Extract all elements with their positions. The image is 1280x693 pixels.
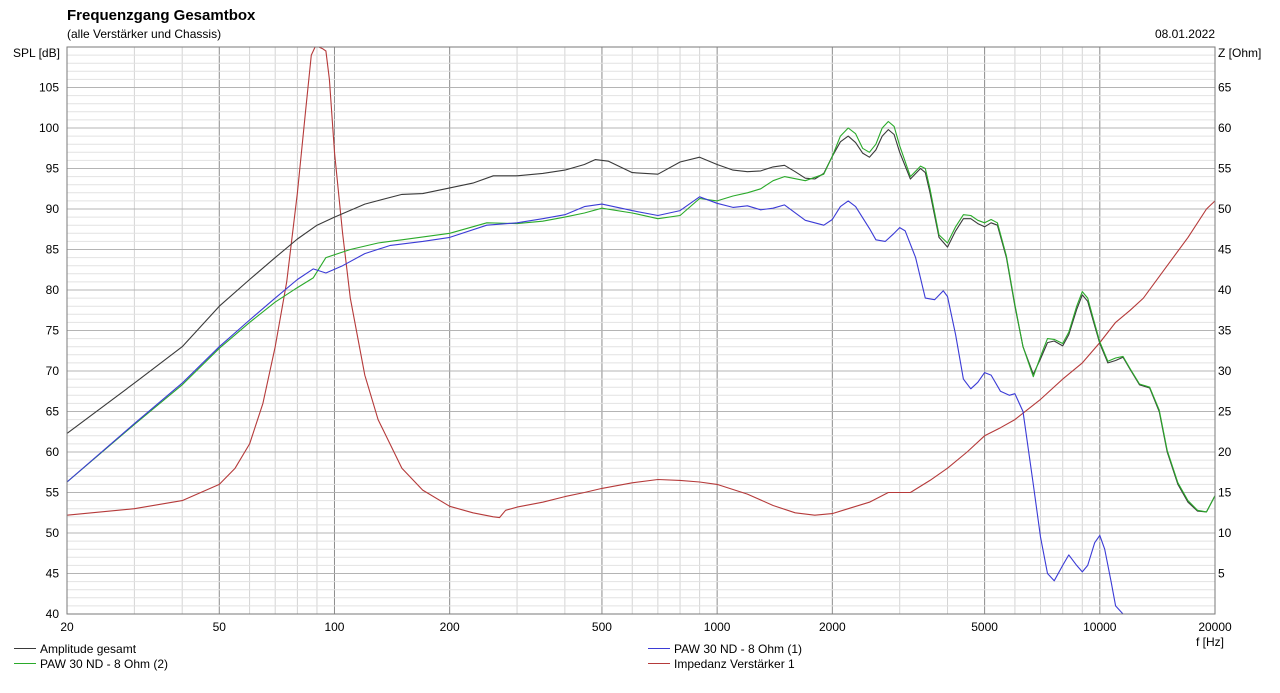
y-tick-label: 95 (46, 162, 60, 176)
legend-label: PAW 30 ND - 8 Ohm (1) (674, 642, 803, 656)
legend-label: Impedanz Verstärker 1 (674, 657, 795, 671)
y-tick-label: 80 (46, 283, 60, 297)
y2-tick-label: 55 (1218, 162, 1232, 176)
legend-swatch (648, 663, 670, 665)
y2-tick-label: 40 (1218, 283, 1232, 297)
x-tick-label: 1000 (704, 620, 731, 634)
x-tick-label: 2000 (819, 620, 846, 634)
legend-item-paw-30-nd-1: PAW 30 ND - 8 Ohm (1) (648, 641, 802, 657)
plot-series (66, 46, 1216, 615)
legend-item-paw-30-nd-2: PAW 30 ND - 8 Ohm (2) (14, 656, 168, 672)
x-tick-label: 200 (440, 620, 460, 634)
y2-tick-label: 20 (1218, 445, 1232, 459)
x-axis-label: f [Hz] (1196, 635, 1225, 649)
y2-tick-label: 35 (1218, 324, 1232, 338)
y-tick-label: 65 (46, 405, 60, 419)
y-tick-label: 90 (46, 202, 60, 216)
y-tick-label: 85 (46, 243, 60, 257)
y2-tick-label: 30 (1218, 364, 1232, 378)
chart-subtitle: (alle Verstärker und Chassis) (67, 27, 222, 41)
y-tick-label: 60 (46, 445, 60, 459)
legend-item-amplitude-gesamt: Amplitude gesamt (14, 641, 136, 657)
x-tick-label: 20000 (1198, 620, 1232, 634)
grid-lines (66, 46, 1216, 615)
y2-tick-label: 15 (1218, 486, 1232, 500)
series-line-paw-30-nd-8-ohm-1 (66, 196, 1215, 615)
y-axis-label-left: SPL [dB] (13, 46, 60, 60)
y-tick-label: 40 (46, 607, 60, 621)
y-tick-label: 50 (46, 526, 60, 540)
x-tick-label: 5000 (971, 620, 998, 634)
x-tick-label: 500 (592, 620, 612, 634)
series-line-amplitude-gesamt (66, 129, 1216, 513)
legend-swatch (14, 648, 36, 650)
x-tick-label: 50 (213, 620, 227, 634)
x-tick-label: 100 (324, 620, 344, 634)
legend-swatch (14, 663, 36, 665)
legend-item-impedanz-verstaerker-1: Impedanz Verstärker 1 (648, 656, 795, 672)
tick-labels: 20 50 100 200 500 1000 2000 5000 10000 20000 40 45 5… (39, 81, 1232, 635)
y2-tick-label: 65 (1218, 81, 1232, 95)
y2-tick-label: 10 (1218, 526, 1232, 540)
y2-tick-label: 45 (1218, 243, 1232, 257)
chart-title: Frequenzgang Gesamtbox (67, 7, 256, 24)
legend-swatch (648, 648, 670, 650)
y2-tick-label: 5 (1218, 567, 1225, 581)
plot-frame (66, 46, 1216, 615)
y-tick-label: 70 (46, 364, 60, 378)
x-tick-label: 20 (60, 620, 74, 634)
x-tick-label: 10000 (1083, 620, 1117, 634)
legend-label: Amplitude gesamt (40, 642, 137, 656)
y2-tick-label: 50 (1218, 202, 1232, 216)
series-line-paw-30-nd-8-ohm-2 (66, 120, 1216, 513)
y-tick-label: 55 (46, 486, 60, 500)
y-tick-label: 100 (39, 121, 59, 135)
y-tick-label: 45 (46, 567, 60, 581)
y2-tick-label: 25 (1218, 405, 1232, 419)
y-axis-label-right: Z [Ohm] (1218, 46, 1262, 60)
y2-tick-label: 60 (1218, 121, 1232, 135)
legend-label: PAW 30 ND - 8 Ohm (2) (40, 657, 169, 671)
y-tick-label: 105 (39, 81, 59, 95)
chart-date: 08.01.2022 (1154, 27, 1215, 41)
y-tick-label: 75 (46, 324, 60, 338)
